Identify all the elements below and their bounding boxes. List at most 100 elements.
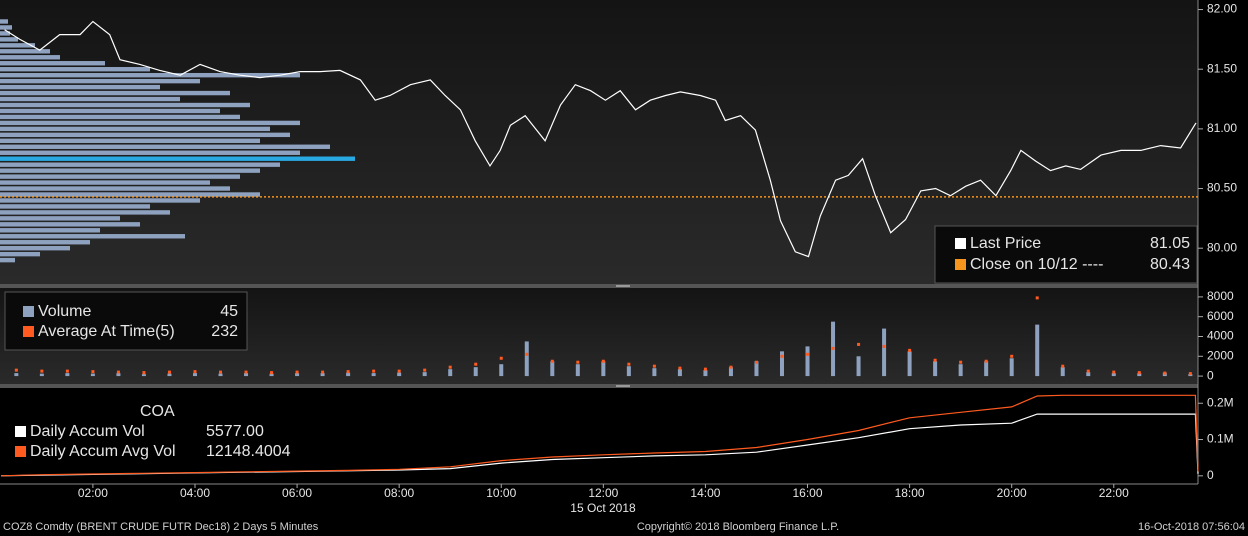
avg-dot [754, 360, 758, 364]
volume-bar [754, 361, 759, 377]
profile-bar [0, 174, 240, 179]
x-tick-label: 18:00 [895, 486, 925, 500]
volume-bar [677, 369, 682, 377]
avg-dot [499, 356, 503, 360]
profile-bar [0, 162, 280, 167]
volume-bar [958, 364, 963, 377]
profile-bar [0, 186, 230, 191]
avg-dot [1112, 370, 1116, 374]
x-tick-label: 12:00 [588, 486, 618, 500]
avg-dot [1010, 354, 1014, 358]
legend-label: Daily Accum Avg Vol [30, 443, 176, 460]
avg-dot [91, 370, 95, 374]
volume-bar [499, 364, 504, 377]
volume-bar [167, 373, 172, 377]
legend: COA Daily Accum Vol 5577.00 Daily Accum Avg… [15, 403, 291, 460]
legend-value: 81.05 [1150, 235, 1190, 252]
profile-bar [0, 114, 240, 120]
handle [616, 385, 630, 387]
avg-dot [193, 370, 197, 374]
volume-bar [90, 373, 95, 377]
avg-dot [908, 348, 912, 352]
volume-bar [779, 351, 784, 377]
volume-bar [244, 373, 249, 377]
avg-dot [397, 369, 401, 373]
profile-bar [0, 210, 170, 215]
volume-bar [626, 366, 631, 377]
legend-swatch [23, 326, 34, 337]
avg-dot [142, 371, 146, 375]
avg-dot [167, 370, 171, 374]
separator [0, 384, 1198, 388]
avg-dot [1137, 371, 1141, 375]
legend-value: 5577.00 [206, 423, 264, 440]
avg-dot [1061, 364, 1065, 368]
volume-bar [397, 372, 402, 377]
x-tick-label: 08:00 [384, 486, 414, 500]
y-tick-label: 81.00 [1207, 121, 1237, 135]
legend-value: 12148.4004 [206, 443, 291, 460]
y-tick-label: 6000 [1207, 309, 1234, 323]
volume-bar [448, 369, 453, 377]
volume-bar [1086, 372, 1091, 377]
avg-dot [652, 364, 656, 368]
handle [616, 285, 630, 287]
volume-bar [192, 373, 197, 377]
avg-dot [1035, 296, 1039, 300]
profile-bar [0, 96, 180, 102]
legend-value: 232 [211, 323, 238, 340]
volume-bar [346, 372, 351, 377]
avg-dot [116, 370, 120, 374]
y-tick-label: 0 [1207, 368, 1214, 382]
avg-dot [1163, 371, 1167, 375]
legend-label: Average At Time(5) [38, 323, 175, 340]
profile-bar [0, 251, 40, 257]
profile-bar [0, 55, 60, 60]
profile-bar [0, 31, 10, 36]
avg-dot [627, 362, 631, 366]
volume-bar [882, 328, 887, 377]
avg-dot [40, 369, 44, 373]
avg-dot [65, 369, 69, 373]
profile-bar [0, 37, 18, 42]
legend-swatch [15, 446, 26, 457]
avg-dot [372, 369, 376, 373]
profile-bar [0, 180, 210, 185]
y-tick-label: 2000 [1207, 348, 1234, 362]
profile-bar [0, 120, 300, 126]
legend: Volume 45 Average At Time(5) 232 [4, 291, 248, 351]
volume-bar [575, 364, 580, 377]
avg-dot [270, 371, 274, 375]
avg-dot [703, 367, 707, 371]
legend-label: Last Price [970, 235, 1041, 252]
avg-dot [729, 365, 733, 369]
legend-box [934, 225, 1198, 284]
volume-bar [295, 373, 300, 377]
volume-bar [1111, 373, 1116, 377]
profile-bar [0, 25, 12, 30]
y-tick-label: 82.00 [1207, 2, 1237, 16]
profile-bar [0, 192, 260, 197]
x-tick-label: 06:00 [282, 486, 312, 500]
legend-swatch [955, 238, 966, 249]
y-tick-label: 80.00 [1207, 240, 1237, 254]
profile-bar [0, 49, 50, 54]
y-tick-label: 4000 [1207, 329, 1234, 343]
legend-box [4, 291, 248, 351]
profile-bar [0, 204, 150, 209]
volume-bar [1035, 324, 1040, 377]
legend-label: Close on 10/12 ---- [970, 256, 1103, 273]
volume-bar [601, 361, 606, 377]
y-tick-label: 0.2M [1207, 395, 1234, 409]
legend-swatch [23, 306, 34, 317]
legend-label: Daily Accum Vol [30, 423, 145, 440]
x-tick-label: 10:00 [486, 486, 516, 500]
x-tick-label: 02:00 [78, 486, 108, 500]
profile-bar [0, 240, 90, 245]
profile-bar [0, 246, 70, 251]
x-tick-label: 14:00 [690, 486, 720, 500]
x-tick-label: 20:00 [997, 486, 1027, 500]
volume-bar [218, 373, 223, 377]
series-line [0, 394, 1199, 477]
